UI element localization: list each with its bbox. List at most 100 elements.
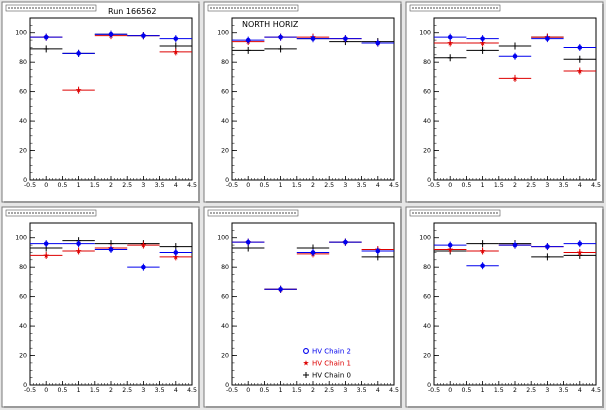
x-tick-label: 0 [246,182,250,189]
x-tick-label: 0.5 [259,387,269,394]
y-tick-label: 40 [423,118,431,125]
x-tick-label: 1 [77,182,81,189]
y-tick-label: 80 [423,264,431,271]
x-tick-label: 2.5 [324,387,334,394]
y-tick-label: 40 [221,323,229,330]
x-tick-label: 4 [578,182,582,189]
x-tick-label: 4 [174,387,178,394]
hv-chain-2-point [310,36,316,41]
hv-chain-2-point [278,34,283,40]
x-tick-label: 1.5 [494,387,504,394]
hv-chain-2-point [375,248,381,254]
plot-pad[interactable]: -0.500.511.522.533.544.5020406080100★★★★… [1,1,200,203]
x-tick-label: 3 [545,387,549,394]
y-tick-label: 80 [423,59,431,66]
y-tick-label: 20 [423,148,431,155]
y-tick-label: 80 [221,59,229,66]
x-tick-label: -0.5 [24,182,36,189]
hv-chain-1-point: ★ [43,251,50,260]
hv-chain-1-point: ★ [512,74,519,83]
hv-chain-2-point [76,241,81,246]
y-tick-label: 40 [19,118,27,125]
x-tick-label: 2.5 [526,387,536,394]
x-tick-label: -0.5 [428,182,440,189]
hv-chain-2-point [375,40,381,46]
hv-chain-2-point [141,264,146,270]
y-tick-label: 20 [19,148,27,155]
x-tick-label: 1 [481,387,485,394]
x-tick-label: 2.5 [526,182,536,189]
hv-chain-2-point [447,34,453,40]
hv-chain-2-point [173,36,179,41]
x-tick-label: 3.5 [357,182,367,189]
y-tick-label: 60 [423,294,431,301]
y-tick-label: 20 [221,148,229,155]
x-tick-label: 1.5 [90,182,100,189]
y-tick-label: 0 [427,382,431,389]
hv-chain-1-point: ★ [75,86,82,95]
hv-chain-2-point [545,36,550,41]
x-tick-label: -0.5 [24,387,36,394]
x-tick-label: 0 [448,182,452,189]
x-tick-label: 0.5 [259,182,269,189]
x-tick-label: 3.5 [559,182,569,189]
hv-chain-2-point [245,239,251,245]
y-tick-label: 40 [19,323,27,330]
x-tick-label: 1.5 [494,182,504,189]
hv-chain-2-point [512,53,518,59]
hv-chain-1-point: ★ [576,67,583,76]
hv-chain-1-point: ★ [447,245,454,254]
x-tick-label: 2 [109,182,113,189]
x-tick-label: 4 [174,182,178,189]
x-tick-label: 4.5 [389,182,399,189]
hv-chain-2-point [343,239,348,245]
plot-pad[interactable]: -0.5 0 0.5 1 1.5 2 2.5 3 3.5 4 4.5020406080100NORT… [203,1,402,203]
x-tick-label: 1 [481,182,485,189]
legend-label: HV Chain 2 [312,348,351,356]
hv-chain-2-point [545,244,550,249]
hv-chain-1-point: ★ [479,246,486,255]
x-tick-label: 4.5 [389,387,399,394]
x-tick-label: 3 [343,182,347,189]
hv-chain-1-point: ★ [479,39,486,48]
x-tick-label: 0.5 [461,182,471,189]
y-tick-label: 20 [19,353,27,360]
x-tick-label: 1.5 [292,182,302,189]
hv-chain-2-point [447,242,453,248]
x-tick-label: 0.5 [461,387,471,394]
x-tick-label: 4.5 [591,387,601,394]
hv-chain-2-point [512,242,518,248]
hv-chain-2-point [108,247,114,252]
y-tick-label: 60 [221,89,229,96]
hv-chain-2-point [278,286,283,292]
hv-chain-2-point [245,37,251,43]
x-tick-label: 1 [77,387,81,394]
y-tick-label: 100 [15,30,27,37]
y-tick-label: 40 [423,323,431,330]
hv-chain-2-point [577,241,583,246]
pad-frame [1,206,200,408]
hv-chain-2-point [43,241,49,246]
x-tick-label: 4 [376,387,380,394]
pad-frame [405,1,604,203]
x-tick-label: 3.5 [357,387,367,394]
y-tick-label: 60 [19,294,27,301]
hv-chain-2-point [343,36,348,41]
hv-chain-1-point: ★ [172,252,179,261]
plot-pad[interactable]: -0.500.511.522.533.544.5020406080100★★★★… [203,206,402,408]
y-tick-label: 0 [225,177,229,184]
legend-label: HV Chain 1 [312,360,351,368]
hv-chain-2-point [310,250,316,255]
x-tick-label: 4.5 [187,387,197,394]
y-tick-label: 60 [19,89,27,96]
y-tick-label: 60 [221,294,229,301]
x-tick-label: -0.5 [428,387,440,394]
y-tick-label: 0 [23,382,27,389]
hv-chain-2-point [76,51,81,56]
plot-pad[interactable]: -0.500.511.522.533.544.5020406080100★★★★… [405,206,604,408]
run-label: Run 166562 [108,7,156,16]
